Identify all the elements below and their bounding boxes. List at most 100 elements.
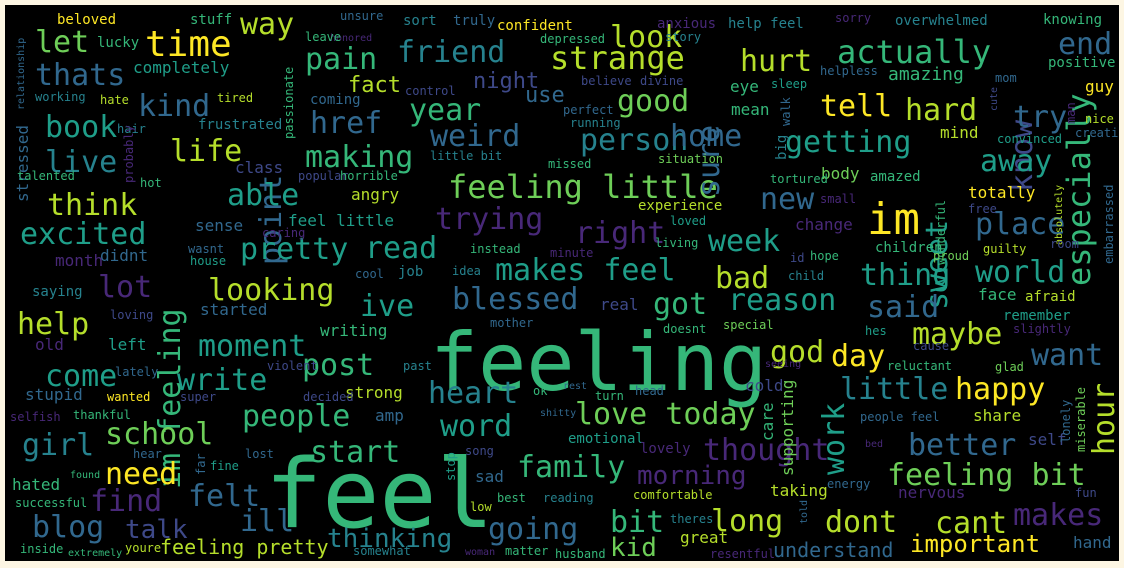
cloud-word: stupid: [25, 385, 83, 404]
cloud-word: person: [580, 123, 689, 158]
cloud-word: saying: [32, 284, 83, 300]
cloud-word: trying: [435, 202, 544, 237]
cloud-word: god: [770, 335, 825, 370]
cloud-word: loved: [670, 214, 707, 228]
cloud-word: new: [760, 182, 815, 217]
cloud-word: situation: [658, 152, 724, 166]
cloud-word: seeing: [765, 359, 802, 370]
cloud-word: frustrated: [198, 117, 283, 133]
cloud-word: hear: [133, 447, 162, 461]
cloud-word: night: [473, 69, 540, 94]
cloud-word: heart: [428, 376, 519, 411]
cloud-word: matter: [505, 544, 549, 558]
cloud-word: word: [440, 409, 513, 444]
cloud-word: minute: [550, 246, 594, 260]
cloud-word: class: [235, 158, 284, 177]
cloud-word: kind: [138, 89, 211, 124]
cloud-word: weird: [430, 119, 521, 154]
cloud-word: amazing: [888, 64, 964, 85]
cloud-word: completely: [133, 58, 230, 77]
cloud-word: cute: [989, 86, 1000, 111]
cloud-word: supporting: [778, 379, 797, 476]
cloud-word: control: [405, 84, 456, 98]
cloud-word: thats: [35, 58, 126, 93]
cloud-word: lost: [245, 447, 274, 461]
cloud-word: running: [570, 116, 621, 130]
cloud-word: comfortable: [633, 488, 713, 502]
cloud-word: beloved: [57, 12, 117, 28]
cloud-word: sad: [475, 467, 504, 486]
cloud-word: tell: [820, 89, 893, 124]
cloud-word: loving: [110, 308, 154, 322]
cloud-word: ive: [360, 289, 415, 324]
cloud-word: bit: [610, 505, 665, 540]
cloud-word: turn: [595, 389, 624, 403]
cloud-word: change: [795, 215, 853, 234]
cloud-word: perfect: [563, 103, 614, 117]
cloud-word: use: [525, 83, 565, 108]
cloud-word: nervous: [898, 483, 966, 502]
cloud-word: house: [190, 254, 227, 268]
cloud-word: overwhelmed: [895, 13, 988, 29]
cloud-word: care: [758, 402, 777, 441]
cloud-word: self: [1028, 430, 1067, 449]
cloud-word: able: [227, 178, 300, 213]
cloud-word: little bit: [430, 149, 503, 163]
cloud-word: little: [840, 372, 949, 407]
cloud-word: idea: [452, 264, 481, 278]
cloud-word: told: [799, 499, 810, 524]
cloud-word: miserable: [1074, 386, 1088, 452]
word-cloud: feeling feel im feeling little especially im …: [5, 5, 1119, 561]
cloud-word: post: [302, 348, 375, 383]
cloud-word: excited: [20, 217, 147, 252]
cloud-word: lot: [98, 270, 153, 305]
cloud-word: hard: [905, 93, 978, 128]
cloud-word: coming: [310, 92, 361, 108]
cloud-word: stressed: [13, 124, 32, 202]
cloud-word: past: [403, 359, 432, 373]
cloud-word: unsure: [340, 9, 384, 23]
cloud-word: hair: [117, 122, 146, 136]
cloud-word: emotional: [568, 431, 644, 447]
cloud-word: reading: [543, 491, 594, 505]
cloud-word: youre: [125, 541, 162, 555]
cloud-word: getting: [785, 125, 912, 160]
cloud-word: wanted: [107, 390, 151, 404]
cloud-word: great: [680, 528, 729, 547]
cloud-word: face: [978, 285, 1017, 304]
cloud-word: im: [867, 194, 920, 245]
cloud-word: people: [242, 399, 351, 434]
cloud-word: slightly: [1013, 322, 1071, 336]
cloud-word: head: [635, 384, 664, 398]
cloud-word: year: [409, 93, 482, 128]
cloud-word: free: [968, 202, 997, 216]
cloud-word: taking: [770, 481, 828, 500]
cloud-word: look: [610, 20, 683, 55]
cloud-word: hot: [140, 176, 162, 190]
cloud-word: mom: [995, 71, 1017, 85]
cloud-word: bad: [715, 261, 770, 296]
cloud-word: cold: [745, 376, 784, 395]
cloud-word: guilty: [983, 242, 1027, 256]
cloud-word: think: [47, 188, 138, 223]
cloud-word: away: [980, 144, 1053, 179]
cloud-word: depressed: [540, 32, 606, 46]
cloud-word: extremely: [68, 548, 123, 559]
cloud-word: cant: [935, 506, 1008, 541]
cloud-word: selfish: [10, 410, 61, 424]
cloud-word: horrible: [340, 169, 398, 183]
cloud-word: family: [517, 450, 626, 485]
cloud-word: stop: [444, 452, 458, 481]
cloud-word: absolutely: [1054, 184, 1065, 245]
cloud-word: confident: [497, 18, 573, 34]
cloud-word: write: [177, 363, 268, 398]
cloud-word: big: [774, 134, 790, 160]
cloud-word: fact: [348, 73, 401, 98]
cloud-word: makes feel: [495, 253, 676, 288]
cloud-word: body: [821, 164, 860, 183]
cloud-word: life: [170, 134, 243, 169]
cloud-word: room: [1050, 237, 1079, 251]
cloud-word: walk: [779, 97, 793, 126]
cloud-word: special: [723, 318, 774, 332]
cloud-word: missed: [548, 157, 592, 171]
